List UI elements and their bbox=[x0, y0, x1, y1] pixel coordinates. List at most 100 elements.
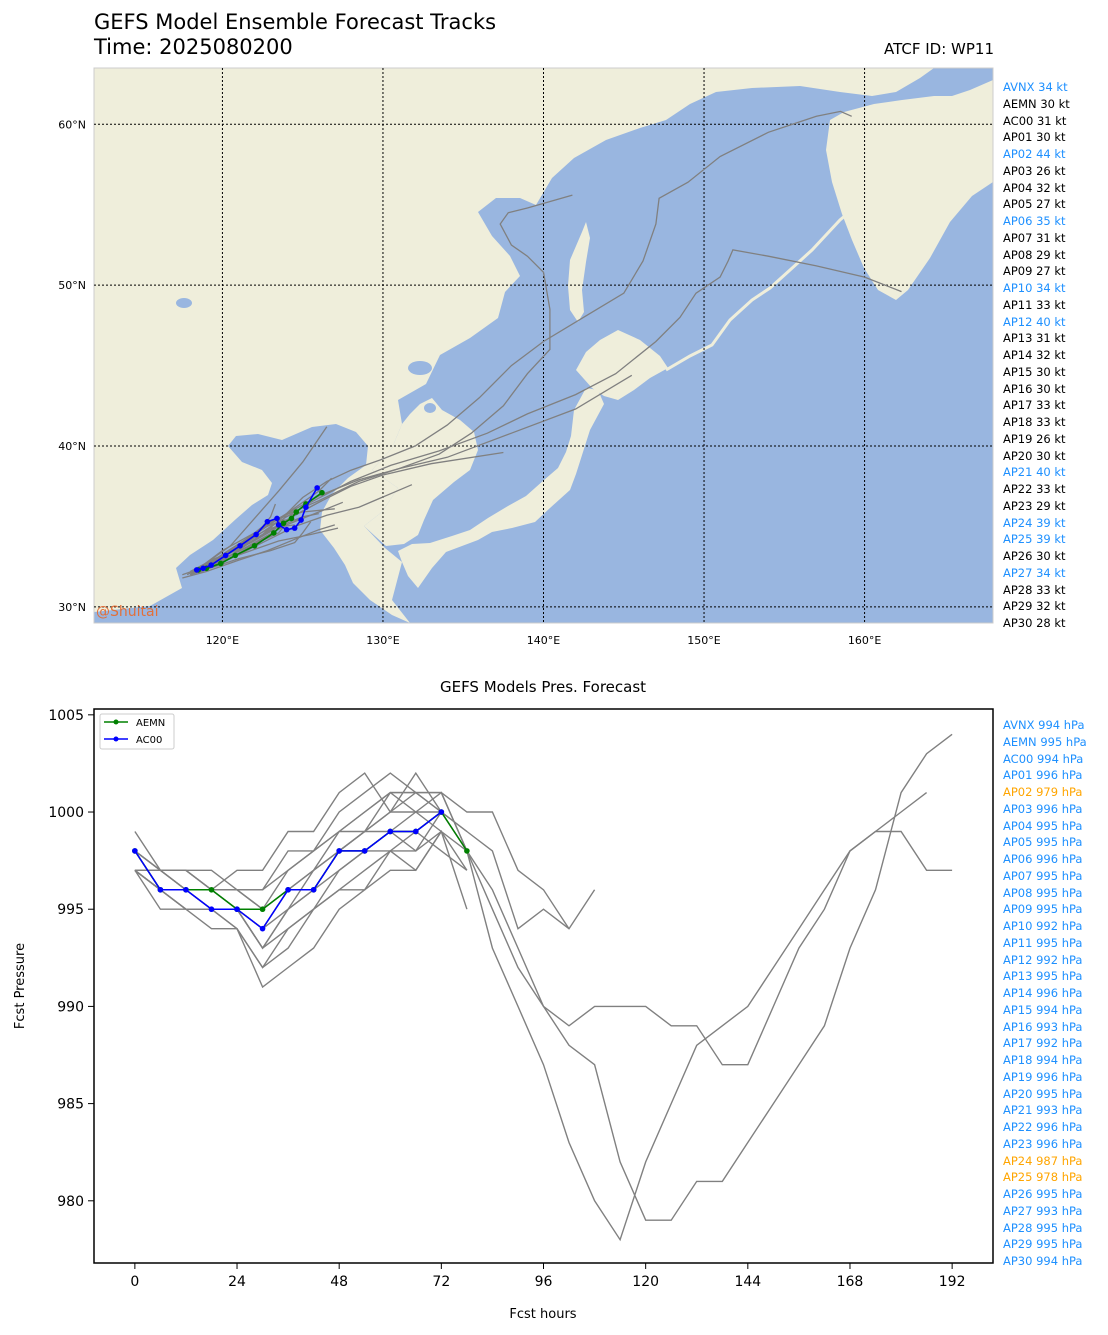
map-title: GEFS Model Ensemble Forecast Tracks bbox=[94, 10, 497, 34]
track-point-aemn bbox=[218, 560, 224, 567]
track-point-ac00 bbox=[283, 526, 290, 533]
list-entry: AP03 26 kt bbox=[1003, 163, 1066, 178]
pressure-point-ac00 bbox=[285, 886, 291, 893]
lat-tick-label: 30°N bbox=[58, 601, 86, 614]
ensemble-pressure-line bbox=[134, 791, 468, 891]
lat-tick-label: 50°N bbox=[58, 279, 86, 292]
atcf-id-label: ATCF ID: WP11 bbox=[883, 40, 994, 58]
list-entry: AVNX 34 kt bbox=[1003, 80, 1068, 94]
wind-intensity-list: AVNX 34 kt AEMN 30 kt AC00 31 kt AP01 30 kt… bbox=[1003, 80, 1103, 630]
list-entry: AP06 996 hPa bbox=[1003, 852, 1083, 866]
sakhalin bbox=[568, 222, 590, 322]
kamchatka bbox=[826, 80, 993, 300]
ensemble-track bbox=[196, 110, 852, 571]
map-axis-labels: 120°E 130°E 140°E 150°E 160°E 60°N 50°N 40°N 30°… bbox=[58, 118, 881, 647]
lat-tick-label: 40°N bbox=[58, 440, 86, 453]
track-map: 120°E 130°E 140°E 150°E 160°E 60°N 50°N 40°N 30°… bbox=[58, 67, 994, 647]
y-tick-label: 1000 bbox=[48, 805, 84, 821]
pressure-point-ac00 bbox=[132, 848, 138, 854]
list-entry: AP14 996 hPa bbox=[1003, 986, 1083, 1000]
track-point-aemn bbox=[319, 489, 325, 496]
track-point-aemn bbox=[232, 552, 239, 559]
list-entry: AP08 995 hPa bbox=[1003, 885, 1083, 900]
pressure-point-ac00 bbox=[259, 925, 266, 932]
ensemble-track bbox=[196, 249, 902, 571]
track-point-ac00 bbox=[222, 552, 229, 559]
list-entry: AP14 32 kt bbox=[1003, 348, 1066, 362]
pressure-chart-title: GEFS Models Pres. Forecast bbox=[440, 678, 646, 696]
list-entry: AP02 44 kt bbox=[1003, 147, 1066, 161]
lat-tick-label: 60°N bbox=[58, 118, 86, 131]
ensemble-track bbox=[190, 521, 312, 576]
list-entry: AP29 32 kt bbox=[1003, 599, 1066, 614]
map-gridlines bbox=[94, 68, 993, 623]
list-entry: AP18 994 hPa bbox=[1003, 1053, 1083, 1067]
track-point-aemn bbox=[251, 542, 258, 549]
list-entry: AP12 992 hPa bbox=[1003, 952, 1083, 967]
pressure-point-ac00 bbox=[183, 886, 189, 893]
track-point-ac00 bbox=[237, 542, 243, 549]
list-entry: AP11 33 kt bbox=[1003, 297, 1066, 312]
kuril-islands bbox=[665, 196, 867, 372]
list-entry: AP21 40 kt bbox=[1003, 465, 1066, 480]
korean-peninsula bbox=[364, 398, 478, 546]
list-entry: AP29 995 hPa bbox=[1003, 1237, 1083, 1252]
pressure-point-ac00 bbox=[438, 809, 445, 815]
pressure-point-aemn bbox=[259, 906, 266, 913]
legend: AEMN AC00 bbox=[99, 713, 175, 750]
list-entry: AP27 993 hPa bbox=[1003, 1203, 1083, 1218]
pressure-point-aemn bbox=[464, 848, 470, 854]
list-entry: AC00 31 kt bbox=[1003, 113, 1067, 128]
list-entry: AP10 34 kt bbox=[1003, 281, 1066, 295]
list-entry: AP15 30 kt bbox=[1003, 364, 1066, 379]
track-point-ac00 bbox=[208, 562, 214, 568]
list-entry: AP05 995 hPa bbox=[1003, 835, 1083, 850]
pressure-value-list: AVNX 994 hPa AEMN 995 hPa AC00 994 hPa AP01… bbox=[1003, 718, 1103, 1268]
pressure-chart: GEFS Models Pres. Forecast 0 24 48 72 96 120 1… bbox=[13, 678, 994, 1322]
lake bbox=[176, 298, 192, 308]
list-entry: AC00 994 hPa bbox=[1003, 751, 1084, 766]
list-entry: AP22 33 kt bbox=[1003, 482, 1066, 496]
ensemble-track bbox=[196, 508, 335, 571]
track-point-ac00 bbox=[303, 504, 309, 510]
list-entry: AP04 995 hPa bbox=[1003, 818, 1083, 833]
list-entry: AP24 987 hPa bbox=[1003, 1153, 1083, 1168]
x-tick-label: 144 bbox=[734, 1274, 761, 1290]
legend-marker bbox=[113, 719, 119, 725]
lon-tick-label: 140°E bbox=[527, 634, 560, 647]
y-tick-label: 990 bbox=[57, 999, 84, 1015]
list-entry: AP04 32 kt bbox=[1003, 180, 1066, 195]
pressure-point-aemn bbox=[208, 886, 215, 893]
pressure-point-ac00 bbox=[234, 906, 240, 913]
track-point-aemn bbox=[288, 515, 295, 522]
list-entry: AP30 994 hPa bbox=[1003, 1254, 1083, 1268]
list-entry: AP28 995 hPa bbox=[1003, 1220, 1083, 1235]
list-entry: AP11 995 hPa bbox=[1003, 935, 1083, 950]
pressure-axes: 0 24 48 72 96 120 144 168 192 980 985 990 995 1000 100… bbox=[48, 708, 965, 1290]
track-point-ac00 bbox=[291, 525, 298, 531]
list-entry: AEMN 30 kt bbox=[1003, 96, 1070, 111]
track-point-ac00 bbox=[275, 522, 282, 528]
list-entry: AP20 995 hPa bbox=[1003, 1086, 1083, 1101]
pressure-point-ac00 bbox=[208, 906, 215, 913]
list-entry: AP16 993 hPa bbox=[1003, 1019, 1083, 1034]
y-axis-label: Fcst Pressure bbox=[13, 943, 28, 1029]
y-tick-label: 985 bbox=[57, 1097, 84, 1113]
lake bbox=[408, 361, 432, 375]
list-entry: AVNX 994 hPa bbox=[1003, 718, 1085, 732]
map-geography bbox=[94, 68, 993, 623]
y-tick-label: 995 bbox=[57, 902, 84, 918]
track-point-ac00 bbox=[253, 531, 259, 538]
list-entry: AP07 995 hPa bbox=[1003, 868, 1083, 883]
x-tick-label: 72 bbox=[432, 1274, 450, 1290]
ensemble-track bbox=[182, 524, 335, 579]
y-tick-label: 980 bbox=[57, 1194, 84, 1210]
pressure-point-ac00 bbox=[157, 886, 164, 893]
list-entry: AP20 30 kt bbox=[1003, 448, 1066, 463]
list-entry: AP25 39 kt bbox=[1003, 532, 1066, 547]
list-entry: AP26 30 kt bbox=[1003, 549, 1066, 563]
ensemble-pressure-line bbox=[134, 829, 468, 989]
pressure-point-ac00 bbox=[361, 848, 368, 854]
track-point-ac00 bbox=[200, 565, 206, 572]
list-entry: AP26 995 hPa bbox=[1003, 1187, 1083, 1201]
